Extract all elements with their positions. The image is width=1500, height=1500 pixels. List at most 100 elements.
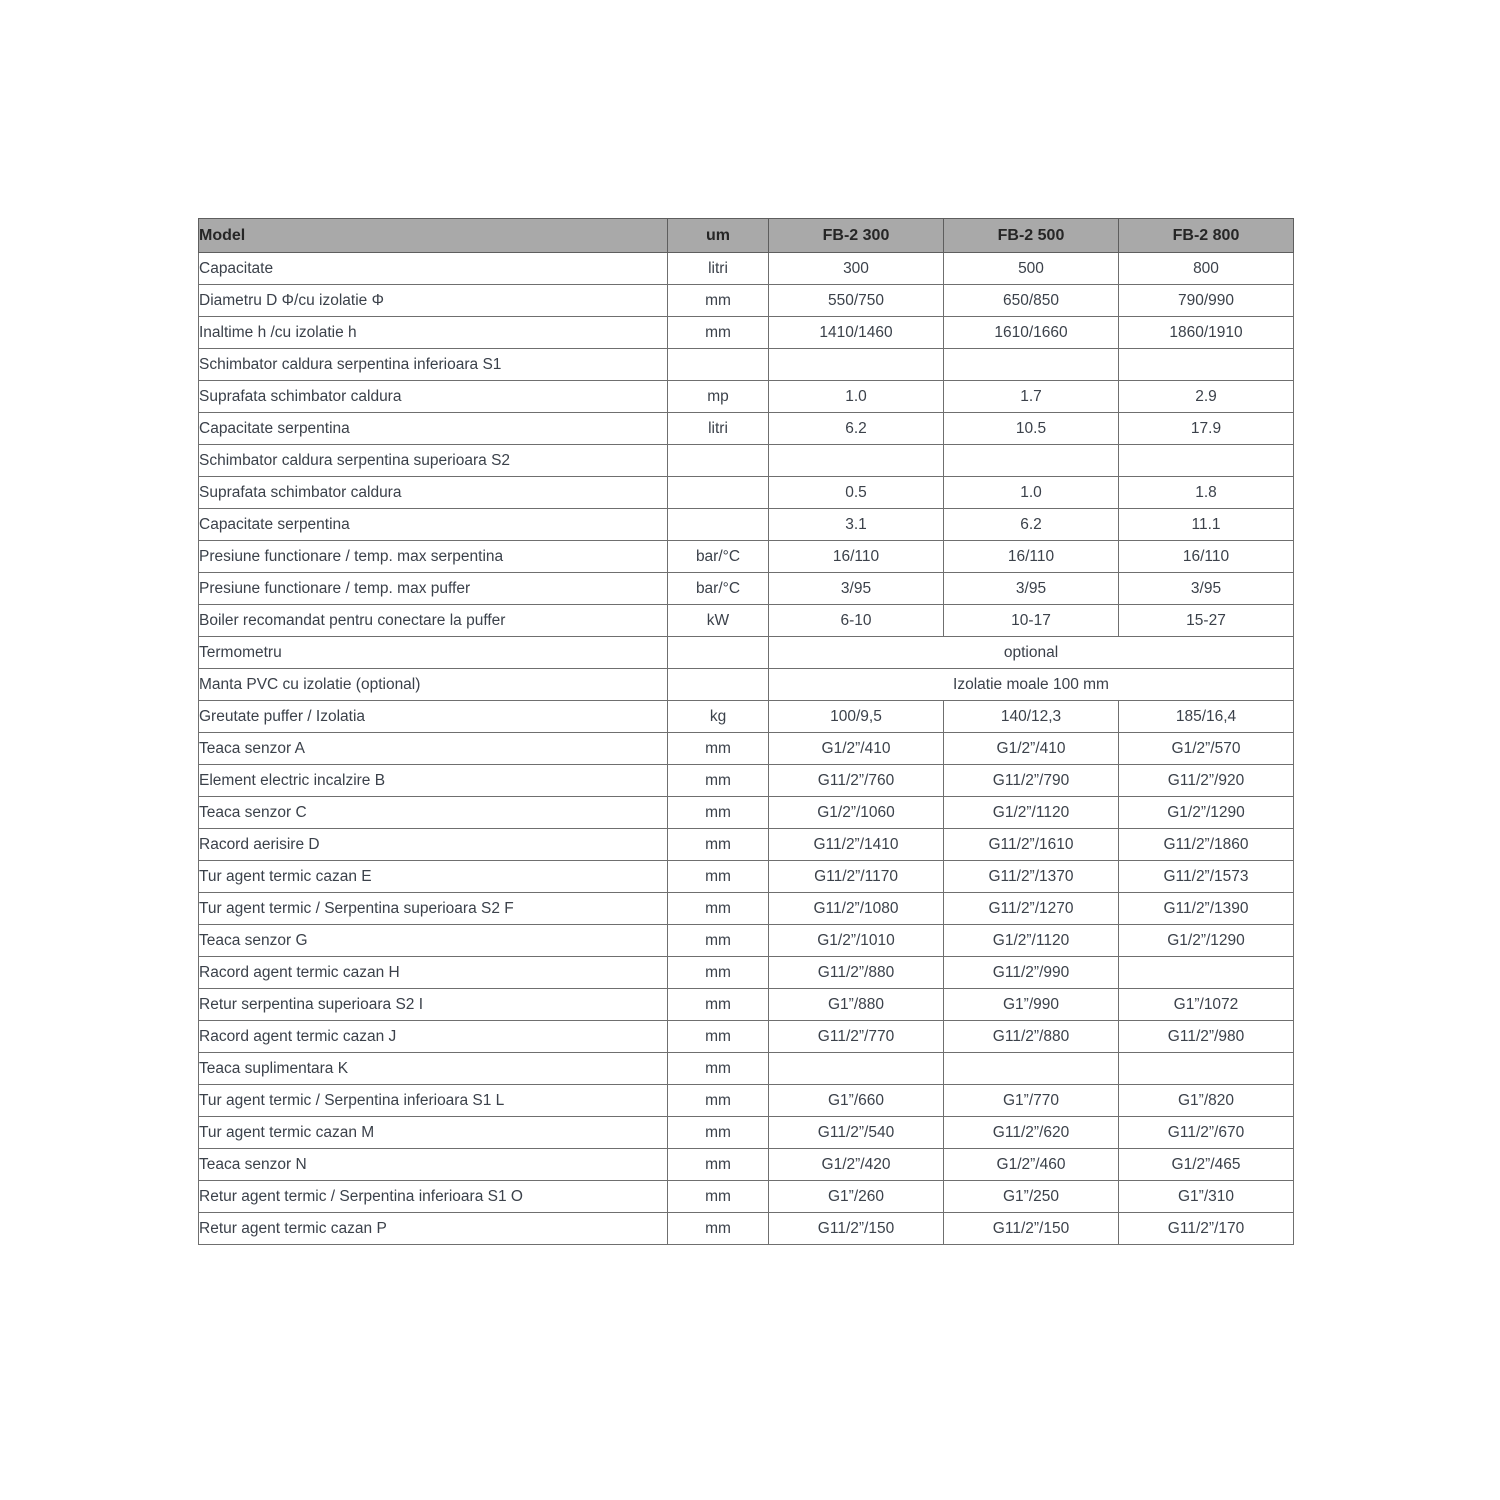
row-value-fb2-800 xyxy=(1118,348,1294,381)
row-unit: mm xyxy=(667,1180,769,1213)
row-value-fb2-300: G11/2”/770 xyxy=(768,1020,944,1053)
row-value-fb2-800: 16/110 xyxy=(1118,540,1294,573)
row-value-fb2-300 xyxy=(768,444,944,477)
column-header-model: Model xyxy=(198,218,668,253)
table-row: Manta PVC cu izolatie (optional) Izolatie… xyxy=(198,668,1294,701)
row-unit xyxy=(667,508,769,541)
row-label: Suprafata schimbator caldura xyxy=(198,476,668,509)
table-row: Presiune functionare / temp. max serpent… xyxy=(198,540,1294,573)
row-label: Presiune functionare / temp. max serpent… xyxy=(198,540,668,573)
row-label: Manta PVC cu izolatie (optional) xyxy=(198,668,668,701)
row-label: Diametru D Φ/cu izolatie Φ xyxy=(198,284,668,317)
row-label: Racord aerisire D xyxy=(198,828,668,861)
row-value-fb2-800: G11/2”/1573 xyxy=(1118,860,1294,893)
row-label: Inaltime h /cu izolatie h xyxy=(198,316,668,349)
row-unit: mm xyxy=(667,796,769,829)
row-value-fb2-500: G11/2”/620 xyxy=(943,1116,1119,1149)
row-value-fb2-500: G11/2”/790 xyxy=(943,764,1119,797)
row-label: Capacitate serpentina xyxy=(198,412,668,445)
table-row: Retur agent termic / Serpentina inferioa… xyxy=(198,1180,1294,1213)
row-value-fb2-300: 100/9,5 xyxy=(768,700,944,733)
row-unit: mm xyxy=(667,1020,769,1053)
row-value-fb2-300: G11/2”/880 xyxy=(768,956,944,989)
row-value-fb2-800 xyxy=(1118,1052,1294,1085)
header-row: Model um FB-2 300 FB-2 500 FB-2 800 xyxy=(198,218,1294,253)
row-unit: mm xyxy=(667,860,769,893)
row-value-fb2-500: 140/12,3 xyxy=(943,700,1119,733)
table-header: Model um FB-2 300 FB-2 500 FB-2 800 xyxy=(198,218,1294,253)
table-row: Presiune functionare / temp. max puffer b… xyxy=(198,572,1294,605)
row-unit: bar/°C xyxy=(667,540,769,573)
row-label: Boiler recomandat pentru conectare la pu… xyxy=(198,604,668,637)
row-value-fb2-800 xyxy=(1118,956,1294,989)
row-value-fb2-800: G1/2”/570 xyxy=(1118,732,1294,765)
column-header-fb2-800: FB-2 800 xyxy=(1118,218,1294,253)
row-value-fb2-800: G11/2”/1390 xyxy=(1118,892,1294,925)
table-row: Tur agent termic / Serpentina superioara… xyxy=(198,892,1294,925)
row-label: Retur agent termic / Serpentina inferioa… xyxy=(198,1180,668,1213)
row-value-fb2-300: 6.2 xyxy=(768,412,944,445)
row-label: Tur agent termic / Serpentina inferioara… xyxy=(198,1084,668,1117)
row-value-fb2-800: 11.1 xyxy=(1118,508,1294,541)
row-value-fb2-300: G11/2”/540 xyxy=(768,1116,944,1149)
row-unit: mm xyxy=(667,316,769,349)
row-value-fb2-800: G11/2”/980 xyxy=(1118,1020,1294,1053)
row-unit: mm xyxy=(667,1084,769,1117)
row-value-fb2-300: G11/2”/760 xyxy=(768,764,944,797)
row-label: Termometru xyxy=(198,636,668,669)
row-value-fb2-300: G1/2”/1060 xyxy=(768,796,944,829)
row-value-fb2-500: G1/2”/1120 xyxy=(943,796,1119,829)
row-value-fb2-800 xyxy=(1118,444,1294,477)
row-value-fb2-500: 10-17 xyxy=(943,604,1119,637)
row-value-fb2-300: G1/2”/1010 xyxy=(768,924,944,957)
row-unit: mm xyxy=(667,1212,769,1245)
row-value-fb2-300: G1”/660 xyxy=(768,1084,944,1117)
row-unit: kW xyxy=(667,604,769,637)
table-row: Suprafata schimbator caldura 0.5 1.0 1.8 xyxy=(198,476,1294,509)
row-value-fb2-800: G1/2”/465 xyxy=(1118,1148,1294,1181)
table-row: Tur agent termic / Serpentina inferioara… xyxy=(198,1084,1294,1117)
row-value-fb2-500: 6.2 xyxy=(943,508,1119,541)
column-header-fb2-300: FB-2 300 xyxy=(768,218,944,253)
row-unit xyxy=(667,476,769,509)
row-label: Capacitate xyxy=(198,252,668,285)
row-value-fb2-300: G1”/880 xyxy=(768,988,944,1021)
table-row: Capacitate serpentina litri 6.2 10.5 17.9 xyxy=(198,412,1294,445)
row-unit: mm xyxy=(667,284,769,317)
row-value-fb2-500: G1”/770 xyxy=(943,1084,1119,1117)
row-value-fb2-300: 3/95 xyxy=(768,572,944,605)
table-row: Capacitate serpentina 3.1 6.2 11.1 xyxy=(198,508,1294,541)
row-value-fb2-800: G1”/1072 xyxy=(1118,988,1294,1021)
row-value-fb2-500: 1.7 xyxy=(943,380,1119,413)
row-label: Presiune functionare / temp. max puffer xyxy=(198,572,668,605)
row-value-fb2-800: 15-27 xyxy=(1118,604,1294,637)
row-value-fb2-800: G1”/820 xyxy=(1118,1084,1294,1117)
row-value-fb2-300: G11/2”/1080 xyxy=(768,892,944,925)
row-value-fb2-800: 1860/1910 xyxy=(1118,316,1294,349)
table-row: Suprafata schimbator caldura mp 1.0 1.7 2.9 xyxy=(198,380,1294,413)
row-value-fb2-300: 300 xyxy=(768,252,944,285)
row-unit xyxy=(667,348,769,381)
row-value-fb2-500: 16/110 xyxy=(943,540,1119,573)
row-value-fb2-500 xyxy=(943,348,1119,381)
row-value-fb2-500: 1.0 xyxy=(943,476,1119,509)
specification-sheet: Model um FB-2 300 FB-2 500 FB-2 800 Capa… xyxy=(198,218,1294,1245)
row-unit: mm xyxy=(667,924,769,957)
row-unit: mm xyxy=(667,956,769,989)
row-value-fb2-800: 790/990 xyxy=(1118,284,1294,317)
table-row: Boiler recomandat pentru conectare la pu… xyxy=(198,604,1294,637)
row-value-fb2-500: 500 xyxy=(943,252,1119,285)
row-unit: mm xyxy=(667,1116,769,1149)
row-unit xyxy=(667,444,769,477)
table-row: Greutate puffer / Izolatia kg 100/9,5 140/1… xyxy=(198,700,1294,733)
row-merged-value: Izolatie moale 100 mm xyxy=(768,668,1294,701)
row-value-fb2-500: G11/2”/1270 xyxy=(943,892,1119,925)
